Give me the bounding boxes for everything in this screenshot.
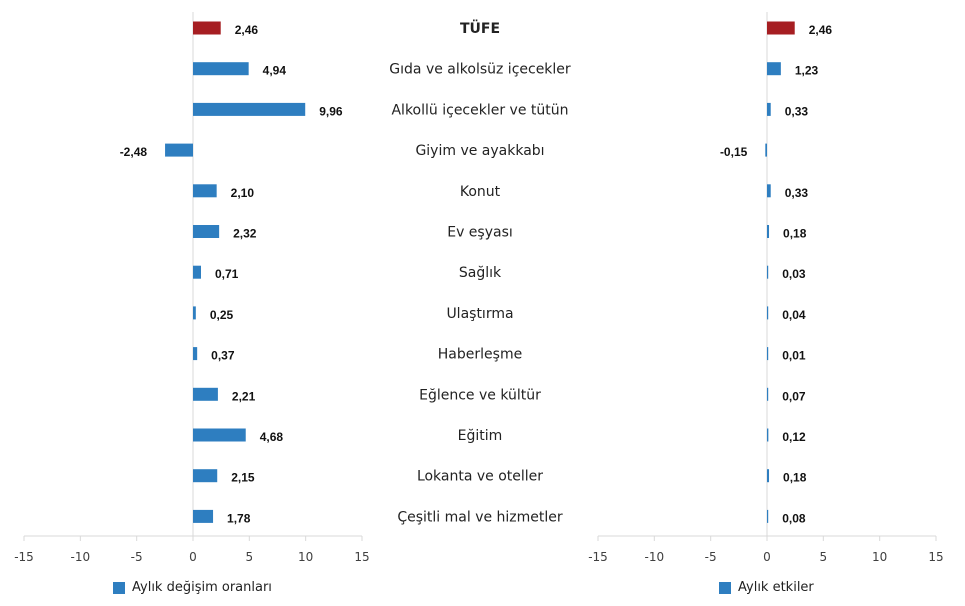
left-bar	[193, 387, 218, 401]
right-tick-label: -5	[705, 550, 717, 564]
right-bar	[767, 387, 769, 401]
right-data-label: 0,18	[783, 471, 807, 485]
legend-right-label: Aylık etkiler	[738, 580, 814, 595]
right-data-label: 0,04	[782, 308, 806, 322]
left-data-label: 0,25	[210, 308, 234, 322]
category-label: Lokanta ve oteller	[417, 469, 543, 485]
legend-left-label: Aylık değişim oranları	[132, 580, 272, 595]
legend-left: Aylık değişim oranları	[113, 580, 272, 595]
left-data-label: 0,37	[211, 349, 235, 363]
category-label: Eğlence ve kültür	[419, 387, 541, 403]
left-data-label: 9,96	[319, 104, 343, 118]
right-bar	[767, 428, 769, 442]
right-tick-label: -15	[588, 550, 608, 564]
right-data-label: 1,23	[795, 64, 819, 78]
legend-right: Aylık etkiler	[719, 580, 814, 595]
left-tick-label: 0	[189, 550, 197, 564]
left-bar	[193, 102, 306, 116]
right-bar	[767, 509, 769, 523]
right-bar	[767, 347, 769, 361]
right-data-label: 0,12	[782, 430, 806, 444]
left-tick-label: -5	[131, 550, 143, 564]
right-data-label: 0,01	[782, 349, 806, 363]
right-data-label: 2,46	[809, 23, 833, 37]
right-bar	[767, 469, 770, 483]
left-bar	[193, 62, 249, 76]
category-label: Haberleşme	[438, 347, 522, 363]
right-tick-label: 5	[820, 550, 828, 564]
category-label: Çeşitli mal ve hizmetler	[397, 509, 563, 525]
left-tick-label: -15	[14, 550, 34, 564]
left-bar	[193, 265, 201, 279]
left-data-label: -2,48	[120, 145, 148, 159]
category-label: Alkollü içecekler ve tütün	[391, 102, 568, 118]
category-label: Konut	[460, 184, 501, 200]
right-bar	[767, 225, 770, 238]
right-tick-label: -10	[645, 550, 665, 564]
left-bar	[193, 428, 246, 442]
right-bar	[767, 184, 771, 198]
right-bar	[767, 62, 781, 76]
left-bar	[193, 306, 196, 320]
category-label: Sağlık	[459, 265, 502, 281]
category-label: Ulaştırma	[446, 306, 513, 322]
legend-right-swatch	[719, 581, 731, 594]
left-tick-label: 10	[298, 550, 313, 564]
left-data-label: 1,78	[227, 511, 251, 525]
left-data-label: 0,71	[215, 267, 239, 281]
left-bar	[193, 184, 217, 198]
right-bar	[767, 265, 769, 279]
right-data-label: 0,33	[785, 104, 809, 118]
right-data-label: 0,03	[782, 267, 806, 281]
right-bar	[765, 143, 767, 157]
category-label: Eğitim	[458, 428, 503, 444]
left-bar	[193, 347, 198, 361]
left-tick-label: 15	[354, 550, 369, 564]
category-label: Giyim ve ayakkabı	[415, 143, 544, 159]
left-data-label: 4,94	[263, 64, 287, 78]
right-data-label: -0,15	[720, 145, 748, 159]
right-tick-label: 10	[872, 550, 887, 564]
left-bar	[165, 143, 193, 157]
right-data-label: 0,33	[785, 186, 809, 200]
category-label: TÜFE	[460, 19, 500, 37]
category-label: Gıda ve alkolsüz içecekler	[389, 62, 571, 78]
left-bar	[193, 469, 218, 483]
right-data-label: 0,18	[783, 227, 807, 241]
right-tick-label: 15	[928, 550, 943, 564]
right-bar	[767, 306, 769, 320]
right-data-label: 0,07	[782, 389, 806, 403]
left-bar	[193, 21, 221, 35]
left-tick-label: 5	[246, 550, 254, 564]
left-bar	[193, 225, 220, 238]
left-data-label: 2,15	[231, 471, 255, 485]
right-tick-label: 0	[763, 550, 771, 564]
right-bar	[767, 21, 795, 35]
left-bar	[193, 509, 214, 523]
right-data-label: 0,08	[782, 511, 806, 525]
left-data-label: 2,46	[235, 23, 259, 37]
left-data-label: 4,68	[260, 430, 284, 444]
legend-left-swatch	[113, 581, 125, 594]
right-bar	[767, 102, 771, 116]
category-label: Ev eşyası	[447, 225, 513, 241]
left-data-label: 2,10	[231, 186, 255, 200]
left-data-label: 2,32	[233, 227, 257, 241]
left-data-label: 2,21	[232, 389, 256, 403]
left-tick-label: -10	[71, 550, 91, 564]
